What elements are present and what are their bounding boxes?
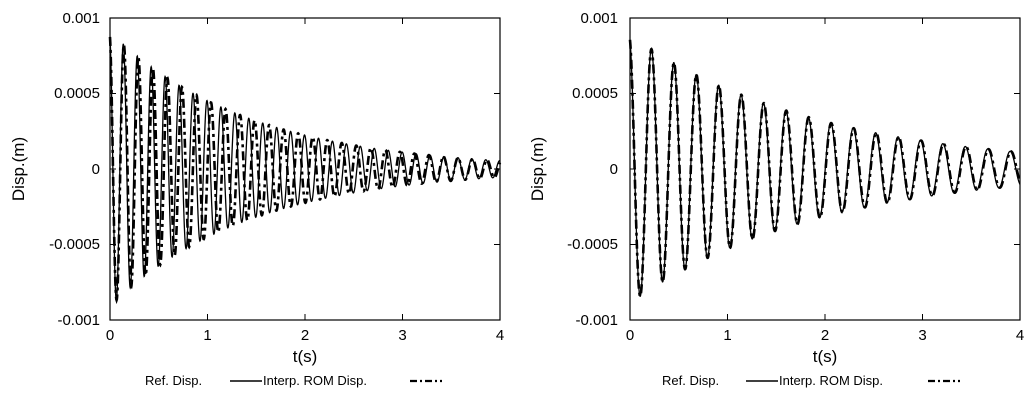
ytick-label-right-0: 0.001 (580, 10, 618, 27)
xtick-label-right-1: 1 (723, 327, 731, 344)
xtick-label-right-2: 2 (821, 327, 829, 344)
series-group-right (628, 39, 1022, 299)
xtick-label-left-1: 1 (203, 327, 211, 344)
xtick-label-left-2: 2 (301, 327, 309, 344)
series-line-left-1 (108, 36, 502, 305)
xtick-label-right-0: 0 (626, 327, 634, 344)
ytick-label-left-4: -0.001 (57, 312, 100, 329)
x-axis-label-right: t(s) (813, 347, 838, 366)
series-group-left (108, 36, 502, 305)
ytick-label-left-1: 0.0005 (54, 85, 100, 102)
xtick-label-left-3: 3 (398, 327, 406, 344)
xtick-label-left-4: 4 (496, 327, 504, 344)
series-line-left-0 (109, 36, 501, 303)
series-line-right-0 (629, 39, 1021, 298)
ticks-group-right (629, 17, 1021, 321)
y-axis-label-right: Disp.(m) (528, 137, 547, 201)
xtick-label-right-3: 3 (918, 327, 926, 344)
legend-label-right-1: Interp. ROM Disp. (779, 373, 883, 388)
y-axis-label-left: Disp.(m) (9, 137, 28, 201)
ytick-label-right-3: -0.0005 (567, 236, 618, 253)
series-line-right-1 (628, 39, 1022, 299)
legend-label-left-0: Ref. Disp. (145, 373, 202, 388)
ticks-group-left (109, 17, 501, 321)
chart-left: 0.001 0.0005 0 -0.0005 -0.001 0 1 2 3 4 … (9, 10, 504, 388)
xtick-label-left-0: 0 (106, 327, 114, 344)
ytick-label-left-2: 0 (92, 161, 100, 178)
ytick-label-right-2: 0 (610, 161, 618, 178)
legend-label-right-0: Ref. Disp. (662, 373, 719, 388)
xtick-label-right-4: 4 (1016, 327, 1024, 344)
chart-right: 0.001 0.0005 0 -0.0005 -0.001 0 1 2 3 4 … (528, 10, 1024, 388)
ytick-label-left-0: 0.001 (62, 10, 100, 27)
ytick-label-right-1: 0.0005 (572, 85, 618, 102)
legend-label-left-1: Interp. ROM Disp. (263, 373, 367, 388)
ytick-label-right-4: -0.001 (575, 312, 618, 329)
x-axis-label-left: t(s) (293, 347, 318, 366)
ytick-label-left-3: -0.0005 (49, 236, 100, 253)
